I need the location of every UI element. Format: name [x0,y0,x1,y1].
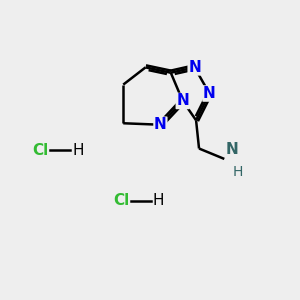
Text: N: N [203,86,216,101]
Text: H: H [72,142,84,158]
Text: N: N [154,117,167,132]
Text: N: N [176,94,189,109]
Text: Cl: Cl [113,193,129,208]
Text: N: N [226,142,239,158]
Text: N: N [188,60,201,75]
Text: Cl: Cl [33,142,49,158]
Text: H: H [232,166,243,179]
Text: H: H [152,193,164,208]
